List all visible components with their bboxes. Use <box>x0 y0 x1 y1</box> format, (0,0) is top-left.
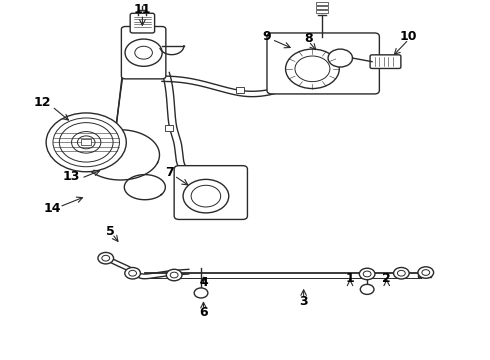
Circle shape <box>98 252 114 264</box>
Text: 4: 4 <box>199 276 208 289</box>
Circle shape <box>286 49 339 89</box>
Circle shape <box>46 113 126 172</box>
Bar <box>81 139 91 145</box>
Circle shape <box>360 284 374 294</box>
Circle shape <box>102 255 110 261</box>
FancyBboxPatch shape <box>370 55 401 68</box>
Text: 3: 3 <box>299 296 308 309</box>
Bar <box>317 6 328 9</box>
Circle shape <box>393 267 409 279</box>
FancyBboxPatch shape <box>174 166 247 220</box>
Circle shape <box>135 46 152 59</box>
Circle shape <box>129 270 137 276</box>
Circle shape <box>166 269 182 281</box>
Text: 14: 14 <box>43 202 61 215</box>
Circle shape <box>125 39 162 66</box>
Text: 6: 6 <box>199 306 208 319</box>
Text: 11: 11 <box>134 3 151 16</box>
Circle shape <box>53 118 120 167</box>
Circle shape <box>328 49 352 67</box>
Circle shape <box>72 132 101 153</box>
Circle shape <box>170 272 178 278</box>
Circle shape <box>194 288 208 298</box>
Circle shape <box>59 123 113 162</box>
Text: 2: 2 <box>382 272 391 285</box>
Circle shape <box>359 268 375 280</box>
Text: 8: 8 <box>304 32 313 45</box>
Circle shape <box>191 185 220 207</box>
Text: 13: 13 <box>63 170 80 183</box>
Text: 7: 7 <box>165 166 173 179</box>
Bar <box>236 87 244 93</box>
Text: 5: 5 <box>106 225 115 238</box>
Circle shape <box>363 271 371 277</box>
Text: 10: 10 <box>400 30 417 43</box>
Text: 9: 9 <box>263 30 271 43</box>
Text: 1: 1 <box>345 272 354 285</box>
Circle shape <box>418 267 434 278</box>
Bar <box>165 125 173 131</box>
Circle shape <box>422 270 430 275</box>
Circle shape <box>295 56 330 82</box>
Bar <box>418 270 431 277</box>
FancyBboxPatch shape <box>122 27 166 79</box>
Circle shape <box>397 270 405 276</box>
FancyBboxPatch shape <box>130 13 155 33</box>
Text: 12: 12 <box>33 96 51 109</box>
Circle shape <box>77 136 95 149</box>
Circle shape <box>125 267 141 279</box>
Bar <box>317 10 328 13</box>
Bar <box>317 3 328 5</box>
FancyBboxPatch shape <box>267 33 379 94</box>
Circle shape <box>183 179 229 213</box>
